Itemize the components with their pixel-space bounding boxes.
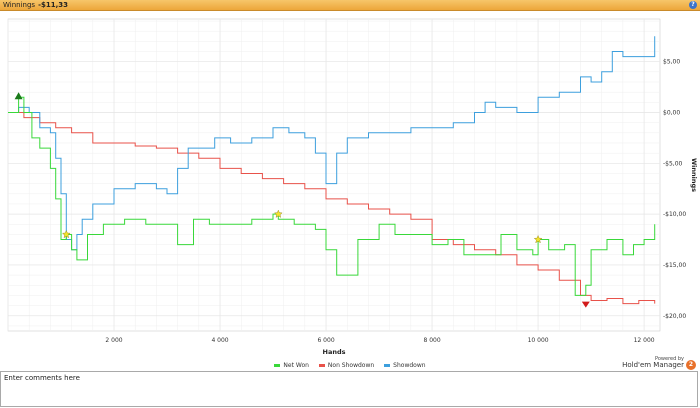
x-axis-label: Hands bbox=[323, 348, 346, 356]
legend-item-non-showdown: Non Showdown bbox=[318, 361, 375, 369]
brand-name: Hold'em Manager bbox=[622, 361, 684, 369]
powered-by: Powered by Hold'em Manager bbox=[622, 356, 684, 369]
legend-label: Non Showdown bbox=[327, 361, 375, 369]
y-tick-label: -$10,00 bbox=[663, 211, 686, 218]
marker-triangle-up bbox=[14, 92, 23, 100]
x-tick-label: 10 000 bbox=[528, 337, 549, 344]
x-tick-label: 4 000 bbox=[211, 337, 228, 344]
x-tick-label: 6 000 bbox=[317, 337, 334, 344]
chart-legend: Net Won Non Showdown Showdown bbox=[0, 360, 700, 370]
winnings-chart: 2 000 4 000 6 000 8 000 10 000 12 000 $5,00 $0,… bbox=[0, 11, 700, 371]
legend-swatch-net-won bbox=[274, 363, 281, 367]
winnings-total: -$11,33 bbox=[38, 1, 68, 9]
x-tick-label: 12 000 bbox=[634, 337, 655, 344]
y-tick-label: -$20,00 bbox=[663, 313, 686, 320]
legend-label: Showdown bbox=[393, 361, 426, 369]
legend-item-showdown: Showdown bbox=[384, 361, 426, 369]
marker-star bbox=[274, 209, 283, 218]
y-tick-label: $5,00 bbox=[663, 59, 680, 66]
legend-swatch-showdown bbox=[384, 363, 391, 367]
legend-label: Net Won bbox=[283, 361, 309, 369]
plot-area bbox=[7, 18, 661, 332]
legend-item-net-won: Net Won bbox=[274, 362, 309, 369]
y-axis-label: Winnings bbox=[690, 158, 698, 192]
powered-by-label: Powered by bbox=[655, 356, 684, 362]
marker-star bbox=[62, 229, 71, 239]
series-line-showdown bbox=[8, 36, 656, 251]
holdem-manager-logo: 2 bbox=[686, 360, 696, 370]
help-icon[interactable]: ? bbox=[689, 1, 697, 9]
x-tick-label: 2 000 bbox=[105, 337, 122, 344]
series-line-net-won bbox=[8, 96, 656, 296]
chart-svg: 2 000 4 000 6 000 8 000 10 000 12 000 $5,00 $0,… bbox=[7, 18, 698, 356]
y-tick-label: $0,00 bbox=[663, 109, 680, 116]
legend-swatch-non-showdown bbox=[318, 363, 325, 367]
comments-field[interactable]: Enter comments here bbox=[0, 371, 698, 407]
y-tick-label: -$5,00 bbox=[663, 160, 683, 167]
x-tick-label: 8 000 bbox=[423, 337, 440, 344]
y-tick-label: -$15,00 bbox=[663, 262, 686, 269]
series-line-non-showdown bbox=[8, 112, 656, 305]
marker-star bbox=[533, 234, 543, 244]
comments-placeholder: Enter comments here bbox=[4, 374, 80, 382]
window-title: Winnings -$11,33 bbox=[3, 1, 68, 9]
title-bar: Winnings -$11,33 ? bbox=[0, 0, 700, 11]
marker-triangle-down bbox=[581, 301, 590, 308]
